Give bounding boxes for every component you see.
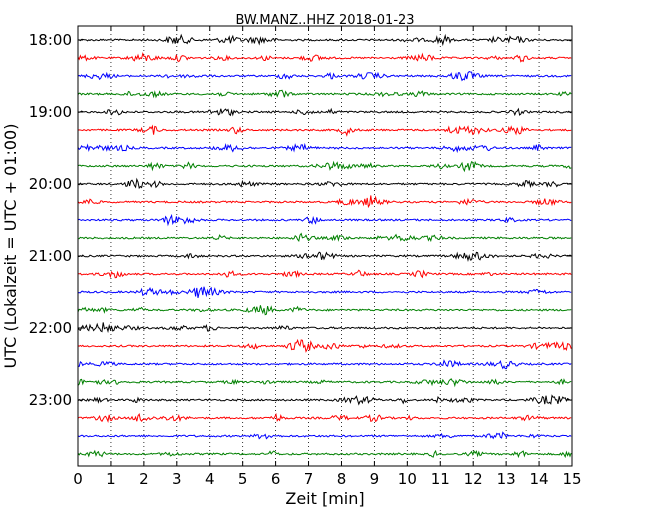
- seismic-trace-1845: [77, 89, 572, 99]
- seismic-trace-2200: [77, 322, 572, 334]
- seismic-trace-1915: [77, 124, 572, 137]
- x-tick-label: 0: [73, 470, 83, 488]
- seismic-trace-2045: [77, 232, 572, 243]
- y-tick-label: 21:00: [29, 247, 72, 265]
- seismic-trace-2215: [77, 338, 572, 353]
- axis-ticks: 0 1 2 3 4 5 6 7 8 9 10 11 12 13 14 1518:0019:0020:0021:…: [29, 26, 582, 488]
- seismic-trace-2145: [77, 305, 572, 316]
- x-tick-label: 11: [431, 470, 450, 488]
- x-tick-label: 15: [562, 470, 581, 488]
- x-tick-label: 9: [370, 470, 380, 488]
- seismic-trace-2230: [77, 359, 572, 370]
- seismic-trace-2100: [77, 251, 572, 262]
- seismic-trace-2300: [77, 394, 572, 406]
- plot-frame: [77, 25, 573, 467]
- y-axis-label: UTC (Lokalzeit = UTC + 01:00): [1, 124, 20, 369]
- seismic-trace-1800: [78, 33, 572, 47]
- seismic-trace-2130: [77, 286, 572, 299]
- seismic-trace-1830: [77, 71, 572, 82]
- x-tick-label: 7: [304, 470, 314, 488]
- x-tick-label: 12: [464, 470, 483, 488]
- seismogram-traces: [77, 33, 572, 459]
- x-tick-label: 8: [337, 470, 347, 488]
- seismic-trace-2345: [77, 449, 572, 459]
- x-tick-label: 5: [238, 470, 248, 488]
- seismic-trace-1815: [77, 52, 572, 63]
- y-tick-label: 22:00: [29, 319, 72, 337]
- seismic-trace-2000: [77, 177, 572, 190]
- x-tick-label: 3: [172, 470, 182, 488]
- y-tick-label: 19:00: [29, 103, 72, 121]
- x-tick-label: 6: [271, 470, 281, 488]
- x-tick-label: 10: [398, 470, 417, 488]
- seismic-trace-2315: [77, 412, 572, 424]
- seismic-trace-1930: [77, 142, 572, 154]
- chart-title: BW.MANZ..HHZ 2018-01-23: [235, 13, 414, 28]
- seismic-trace-2330: [77, 431, 572, 440]
- y-tick-label: 20:00: [29, 175, 72, 193]
- grid-lines: [110, 26, 540, 466]
- seismic-trace-2030: [77, 213, 572, 227]
- seismic-trace-1945: [77, 160, 572, 173]
- x-tick-label: 13: [497, 470, 516, 488]
- y-tick-label: 23:00: [29, 391, 72, 409]
- seismic-trace-2115: [77, 269, 572, 279]
- x-tick-label: 2: [139, 470, 149, 488]
- x-tick-label: 14: [530, 470, 549, 488]
- seismic-trace-2245: [77, 378, 572, 388]
- y-tick-label: 18:00: [29, 31, 72, 49]
- x-tick-label: 4: [205, 470, 215, 488]
- x-axis-label: Zeit [min]: [285, 489, 364, 508]
- seismic-trace-1900: [78, 107, 572, 117]
- seismic-trace-2015: [77, 195, 572, 209]
- x-tick-label: 1: [106, 470, 116, 488]
